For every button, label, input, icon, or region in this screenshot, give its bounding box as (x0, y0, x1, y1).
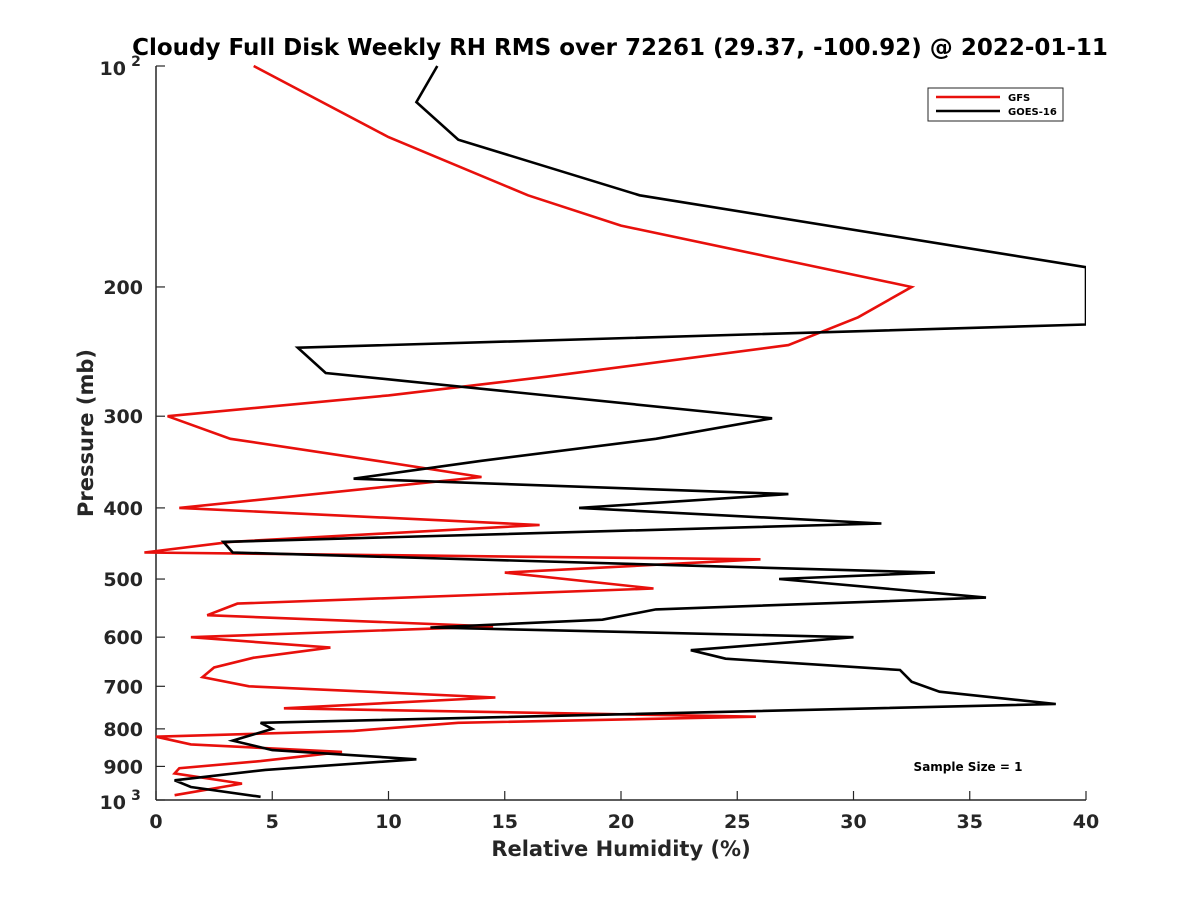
x-tick-label: 5 (266, 811, 279, 833)
legend: GFS GOES-16 (927, 87, 1064, 122)
y-tick-label-power: 10 2 (100, 54, 141, 80)
y-tick-label: 800 (103, 719, 143, 741)
plot-axes (155, 66, 1086, 801)
x-tick-label: 30 (840, 811, 866, 833)
y-tick-label: 500 (103, 569, 143, 591)
y-axis-label: Pressure (mb) (74, 349, 98, 517)
x-tick-label: 0 (149, 811, 162, 833)
y-tick-power-base: 10 (100, 58, 126, 80)
y-tick-power-exponent: 2 (131, 54, 141, 70)
x-tick-label: 35 (957, 811, 983, 833)
x-tick-label: 20 (608, 811, 634, 833)
y-tick-label-power: 10 3 (100, 788, 141, 814)
x-tick-label: 25 (724, 811, 750, 833)
y-tick-power-exponent: 3 (131, 788, 141, 804)
x-ticks: 0 5 10 15 20 25 30 35 40 (149, 791, 1099, 833)
y-tick-label: 700 (103, 676, 143, 698)
legend-label-goes16: GOES-16 (1008, 107, 1057, 118)
y-tick-label: 200 (103, 277, 143, 299)
y-tick-label: 300 (103, 406, 143, 428)
y-tick-label: 900 (103, 756, 143, 778)
sample-size-annotation: Sample Size = 1 (914, 760, 1023, 774)
x-tick-label: 10 (375, 811, 401, 833)
chart-title: Cloudy Full Disk Weekly RH RMS over 7226… (132, 35, 1108, 61)
y-tick-label: 600 (103, 627, 143, 649)
x-axis-label: Relative Humidity (%) (491, 837, 750, 861)
series-layer (144, 64, 1086, 799)
y-ticks: 200 300 400 500 600 700 800 900 10 2 10 3 (100, 54, 165, 814)
legend-box (927, 87, 1064, 122)
y-tick-label: 400 (103, 498, 143, 520)
series-line-goes16 (174, 65, 1086, 799)
y-tick-power-base: 10 (100, 792, 126, 814)
series-line-gfs (144, 64, 916, 797)
legend-label-gfs: GFS (1008, 93, 1030, 104)
x-tick-label: 15 (492, 811, 518, 833)
x-tick-label: 40 (1073, 811, 1099, 833)
